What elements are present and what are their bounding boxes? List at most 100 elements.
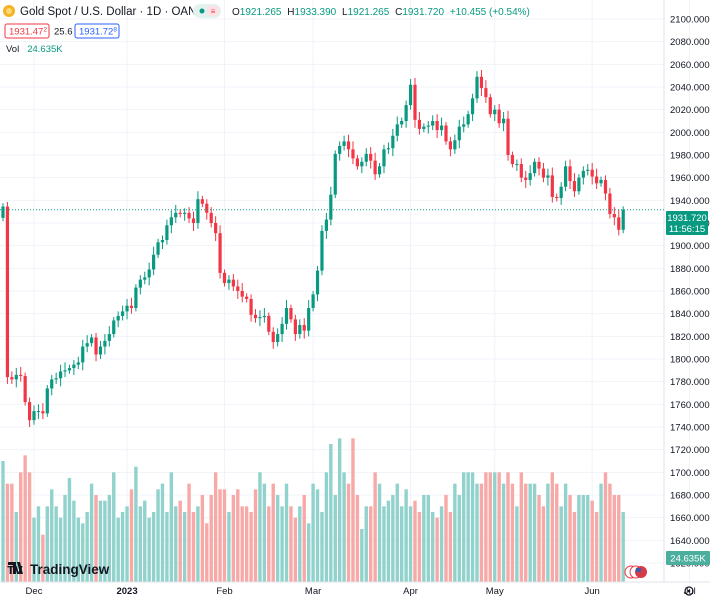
volume-bar — [510, 483, 515, 582]
volume-bar — [395, 483, 399, 582]
time-tick-label: Apr — [403, 586, 418, 597]
ohlc-legend: O1921.265 H1933.390 L1921.265 C1931.720 … — [232, 7, 530, 18]
volume-bar — [271, 483, 275, 582]
volume-bar — [36, 506, 41, 582]
candle-body — [236, 286, 240, 291]
candle-body — [311, 294, 315, 308]
volume-bar — [240, 506, 244, 582]
price-axis[interactable]: 2100.000 2080.000 2060.000 2040.000 2020.000… — [670, 15, 710, 570]
volume-bar — [205, 523, 209, 582]
svg-text:1931.728: 1931.728 — [79, 27, 117, 38]
volume-bar — [315, 489, 320, 582]
volume-bar — [116, 517, 120, 582]
symbol-header[interactable]: Gold Spot / U.S. Dollar · 1D · OANDA — [3, 5, 213, 18]
buy-button[interactable]: 1931.728 — [74, 23, 120, 39]
candle-body — [205, 203, 209, 213]
volume-bar — [293, 517, 298, 582]
candle-body — [63, 370, 67, 372]
volume-bar — [506, 472, 510, 582]
candle-body — [501, 118, 506, 124]
volume-bar — [563, 483, 568, 582]
candle-body — [298, 325, 302, 335]
candle-body — [67, 368, 72, 371]
candle-body — [196, 199, 200, 223]
volume-bar — [417, 512, 422, 582]
candle-body — [342, 141, 346, 146]
volume-bar — [404, 489, 408, 582]
volume-bar — [200, 495, 205, 582]
time-tick-label: May — [486, 586, 504, 597]
volume-bar — [196, 506, 200, 582]
candle-body — [103, 340, 107, 347]
volume-bar — [541, 506, 546, 582]
volume-bar — [160, 483, 165, 582]
candle-body — [227, 279, 231, 284]
volume-bar — [599, 483, 603, 582]
price-tick-label: 1660.000 — [670, 513, 710, 524]
candle-body — [590, 169, 594, 177]
candle-body — [222, 272, 227, 284]
candle-body — [510, 155, 515, 165]
volume-bar — [519, 472, 524, 582]
volume-bar — [151, 512, 156, 582]
volume-bar — [209, 495, 213, 582]
candle-body — [621, 209, 625, 230]
volume-bar — [386, 500, 391, 582]
volume-bar — [222, 489, 227, 582]
us-flag-icon[interactable] — [624, 565, 647, 579]
candle-body — [537, 161, 541, 169]
volume-bar — [187, 483, 191, 582]
volume-bar — [581, 495, 586, 582]
candle-body — [377, 166, 382, 175]
sell-button[interactable]: 1931.472 — [4, 23, 50, 39]
volume-bar — [342, 472, 346, 582]
volume-bar — [470, 472, 475, 582]
volume-bar — [488, 472, 492, 582]
candle-body — [50, 379, 54, 389]
market-open-dot-icon — [199, 8, 205, 14]
candle-body — [457, 126, 461, 141]
candle-body — [413, 84, 417, 120]
candle-body — [497, 109, 501, 124]
market-status[interactable]: ≡ — [193, 4, 221, 18]
price-tick-label: 2000.000 — [670, 128, 710, 139]
volume-bar — [143, 500, 147, 582]
volume-bar — [497, 472, 501, 582]
volume-bar — [364, 506, 368, 582]
axis-settings-icon[interactable] — [684, 586, 694, 596]
candle-body — [94, 337, 98, 355]
volume-bar — [19, 472, 23, 582]
candle-body — [431, 121, 435, 126]
volume-bar — [165, 512, 169, 582]
volume-bar — [528, 483, 532, 582]
spread-value: 25.6 — [54, 27, 73, 38]
price-tick-label: 1780.000 — [670, 377, 710, 388]
candle-body — [1, 206, 5, 218]
candlesticks — [1, 70, 625, 427]
halt-icon: ≡ — [211, 7, 216, 16]
candle-body — [178, 212, 182, 214]
candle-body — [373, 160, 377, 175]
candle-body — [200, 199, 204, 204]
candle-body — [19, 374, 23, 376]
tradingview-logo[interactable]: ᴛᴠ TradingView — [7, 561, 110, 578]
volume-bar — [555, 483, 559, 582]
volume-bar — [413, 500, 417, 582]
svg-text:24.635K: 24.635K — [670, 554, 706, 565]
candle-body — [129, 305, 134, 308]
candle-body — [320, 230, 324, 271]
candle-body — [417, 119, 422, 129]
candle-body — [315, 270, 320, 295]
svg-text:1931.472: 1931.472 — [9, 27, 47, 38]
volume-bar — [107, 495, 112, 582]
volume-bar — [249, 512, 253, 582]
price-tick-label: 1800.000 — [670, 355, 710, 366]
volume-bar — [275, 495, 280, 582]
volume-bar — [324, 472, 329, 582]
volume-bar — [617, 495, 621, 582]
candle-body — [617, 217, 621, 230]
volume-bar — [568, 495, 572, 582]
candle-body — [262, 315, 266, 318]
candle-body — [488, 97, 492, 115]
